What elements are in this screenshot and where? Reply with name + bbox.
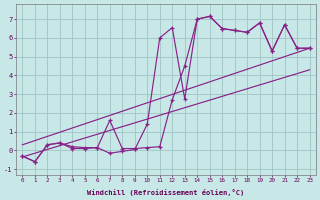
X-axis label: Windchill (Refroidissement éolien,°C): Windchill (Refroidissement éolien,°C) bbox=[87, 189, 244, 196]
